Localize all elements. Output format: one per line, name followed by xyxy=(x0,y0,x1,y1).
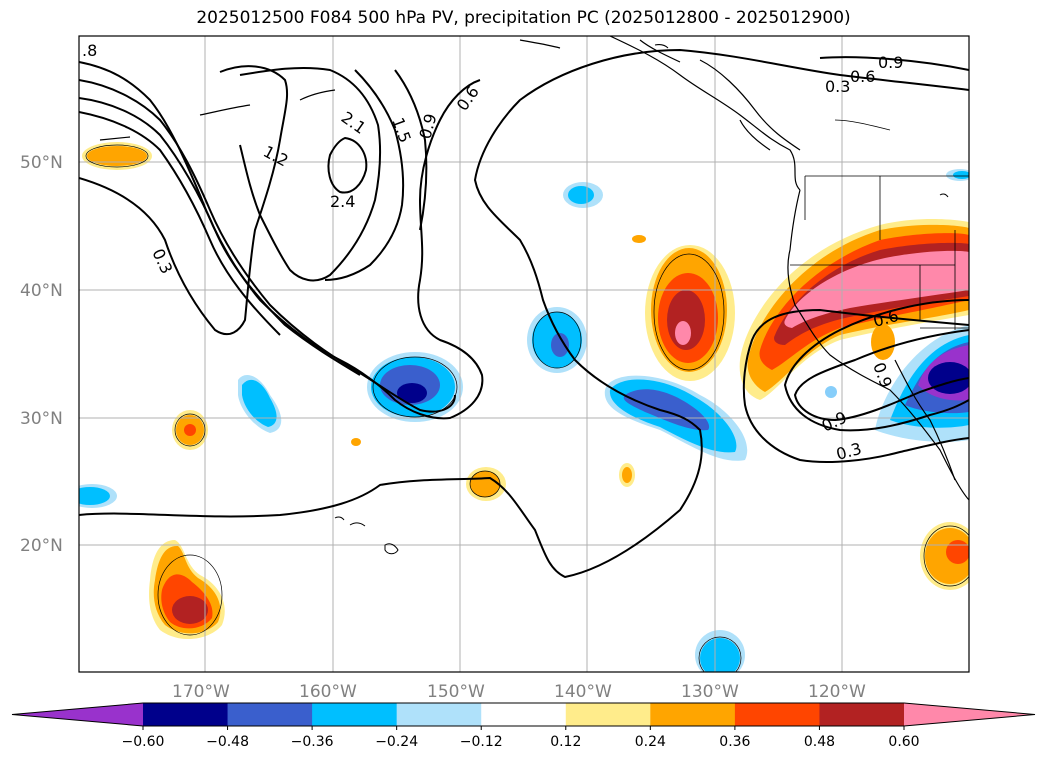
pv-contour-1.8 xyxy=(79,111,281,336)
lon-label: 120°W xyxy=(808,682,866,702)
pv-contour-0.3 xyxy=(79,65,289,336)
lon-label: 160°W xyxy=(299,682,357,702)
pv-contour-2.1 xyxy=(239,66,382,282)
colorbar-tick-label: 0.60 xyxy=(888,734,919,750)
pv-contours xyxy=(79,48,969,579)
graticule xyxy=(79,36,969,672)
pv-contour-0.6 xyxy=(79,48,969,579)
contour-label: 2.4 xyxy=(330,192,355,211)
colorbar-segment xyxy=(819,703,905,726)
pv-contour-0.3-b xyxy=(742,308,969,464)
precip-blob xyxy=(351,438,361,446)
colorbar-tick-label: 0.12 xyxy=(550,734,581,750)
colorbar-extend-max xyxy=(904,703,1035,726)
precip-blob-neg xyxy=(700,638,740,672)
colorbar-segment xyxy=(396,703,482,726)
islands xyxy=(334,44,949,555)
colorbar-segment xyxy=(143,703,229,726)
pv-contour-2.4 xyxy=(327,136,368,194)
pv-contour-1.2 xyxy=(79,79,456,413)
precip-blob xyxy=(632,235,646,243)
precip-blob xyxy=(87,146,147,166)
precip-blob-neg xyxy=(397,383,427,403)
colorbar-tick-label: 0.48 xyxy=(804,734,835,750)
colorbar-tick-label: −0.48 xyxy=(206,734,249,750)
colorbar-tick-label: −0.12 xyxy=(460,734,503,750)
precip-blob xyxy=(172,596,208,624)
lon-label: 140°W xyxy=(554,682,612,702)
pv-contour-0.9-c xyxy=(793,329,969,422)
figure-title: 2025012500 F084 500 hPa PV, precipitatio… xyxy=(196,8,851,28)
precip-blob xyxy=(622,467,632,483)
colorbar-tick-label: 0.36 xyxy=(719,734,750,750)
lat-label: 20°N xyxy=(20,536,63,556)
colorbar-tick-label: −0.36 xyxy=(291,734,334,750)
map-area: .8 1.2 2.1 1.5 0.9 0.6 2.4 0.3 0.6 0.9 0… xyxy=(79,36,969,672)
state-borders xyxy=(790,119,969,330)
precip-blob xyxy=(470,471,500,497)
pv-contour-1.5-b xyxy=(324,69,405,281)
colorbar-segment xyxy=(565,703,651,726)
contour-label: 0.3 xyxy=(825,77,850,96)
contour-label: 0.9 xyxy=(878,53,903,72)
colorbar-tick-label: −0.60 xyxy=(122,734,165,750)
lat-label: 40°N xyxy=(20,281,63,301)
precip-blob-neg xyxy=(953,171,969,179)
pv-contour-0.6-b xyxy=(783,299,969,432)
precip-outline xyxy=(85,144,969,672)
precip-blob-neg xyxy=(551,333,569,357)
colorbar-tick-label: −0.24 xyxy=(375,734,418,750)
colorbar: −0.60 −0.48 −0.36 −0.24 −0.12 0.12 0.24 0.36 0.4… xyxy=(11,702,1036,750)
contour-label: .8 xyxy=(82,41,97,60)
precip-blob-neg xyxy=(242,379,277,427)
pv-contour-1.2-b xyxy=(394,69,428,231)
contour-label: 0.6 xyxy=(850,67,875,86)
lat-label: 30°N xyxy=(20,409,63,429)
lon-label: 130°W xyxy=(681,682,739,702)
colorbar-segment xyxy=(650,703,736,726)
precip-blob xyxy=(675,321,691,345)
precip-blob xyxy=(184,424,196,436)
precip-blob xyxy=(871,324,895,360)
lat-label: 50°N xyxy=(20,153,63,173)
colorbar-tick-label: 0.24 xyxy=(635,734,666,750)
precip-band xyxy=(784,250,969,328)
lon-label: 150°W xyxy=(427,682,485,702)
precip-blob-neg xyxy=(79,487,110,505)
precip-blob-neg xyxy=(825,386,837,398)
precip-blob xyxy=(568,186,594,204)
pv-contour-0.9 xyxy=(79,61,484,420)
coastlines xyxy=(99,36,969,501)
precip-blob xyxy=(946,540,969,564)
colorbar-segment xyxy=(227,703,313,726)
lon-label: 170°W xyxy=(172,682,230,702)
pv-contour-1.5 xyxy=(79,97,361,376)
map-frame xyxy=(78,35,970,673)
latitude-labels: 50°N 40°N 30°N 20°N xyxy=(20,153,63,556)
colorbar-segment xyxy=(481,703,567,726)
pv-contour-0.9-b xyxy=(819,56,969,71)
colorbar-extend-min xyxy=(12,703,143,726)
colorbar-segment xyxy=(734,703,820,726)
colorbar-segment xyxy=(312,703,398,726)
longitude-labels: 170°W 160°W 150°W 140°W 130°W 120°W xyxy=(172,682,866,702)
